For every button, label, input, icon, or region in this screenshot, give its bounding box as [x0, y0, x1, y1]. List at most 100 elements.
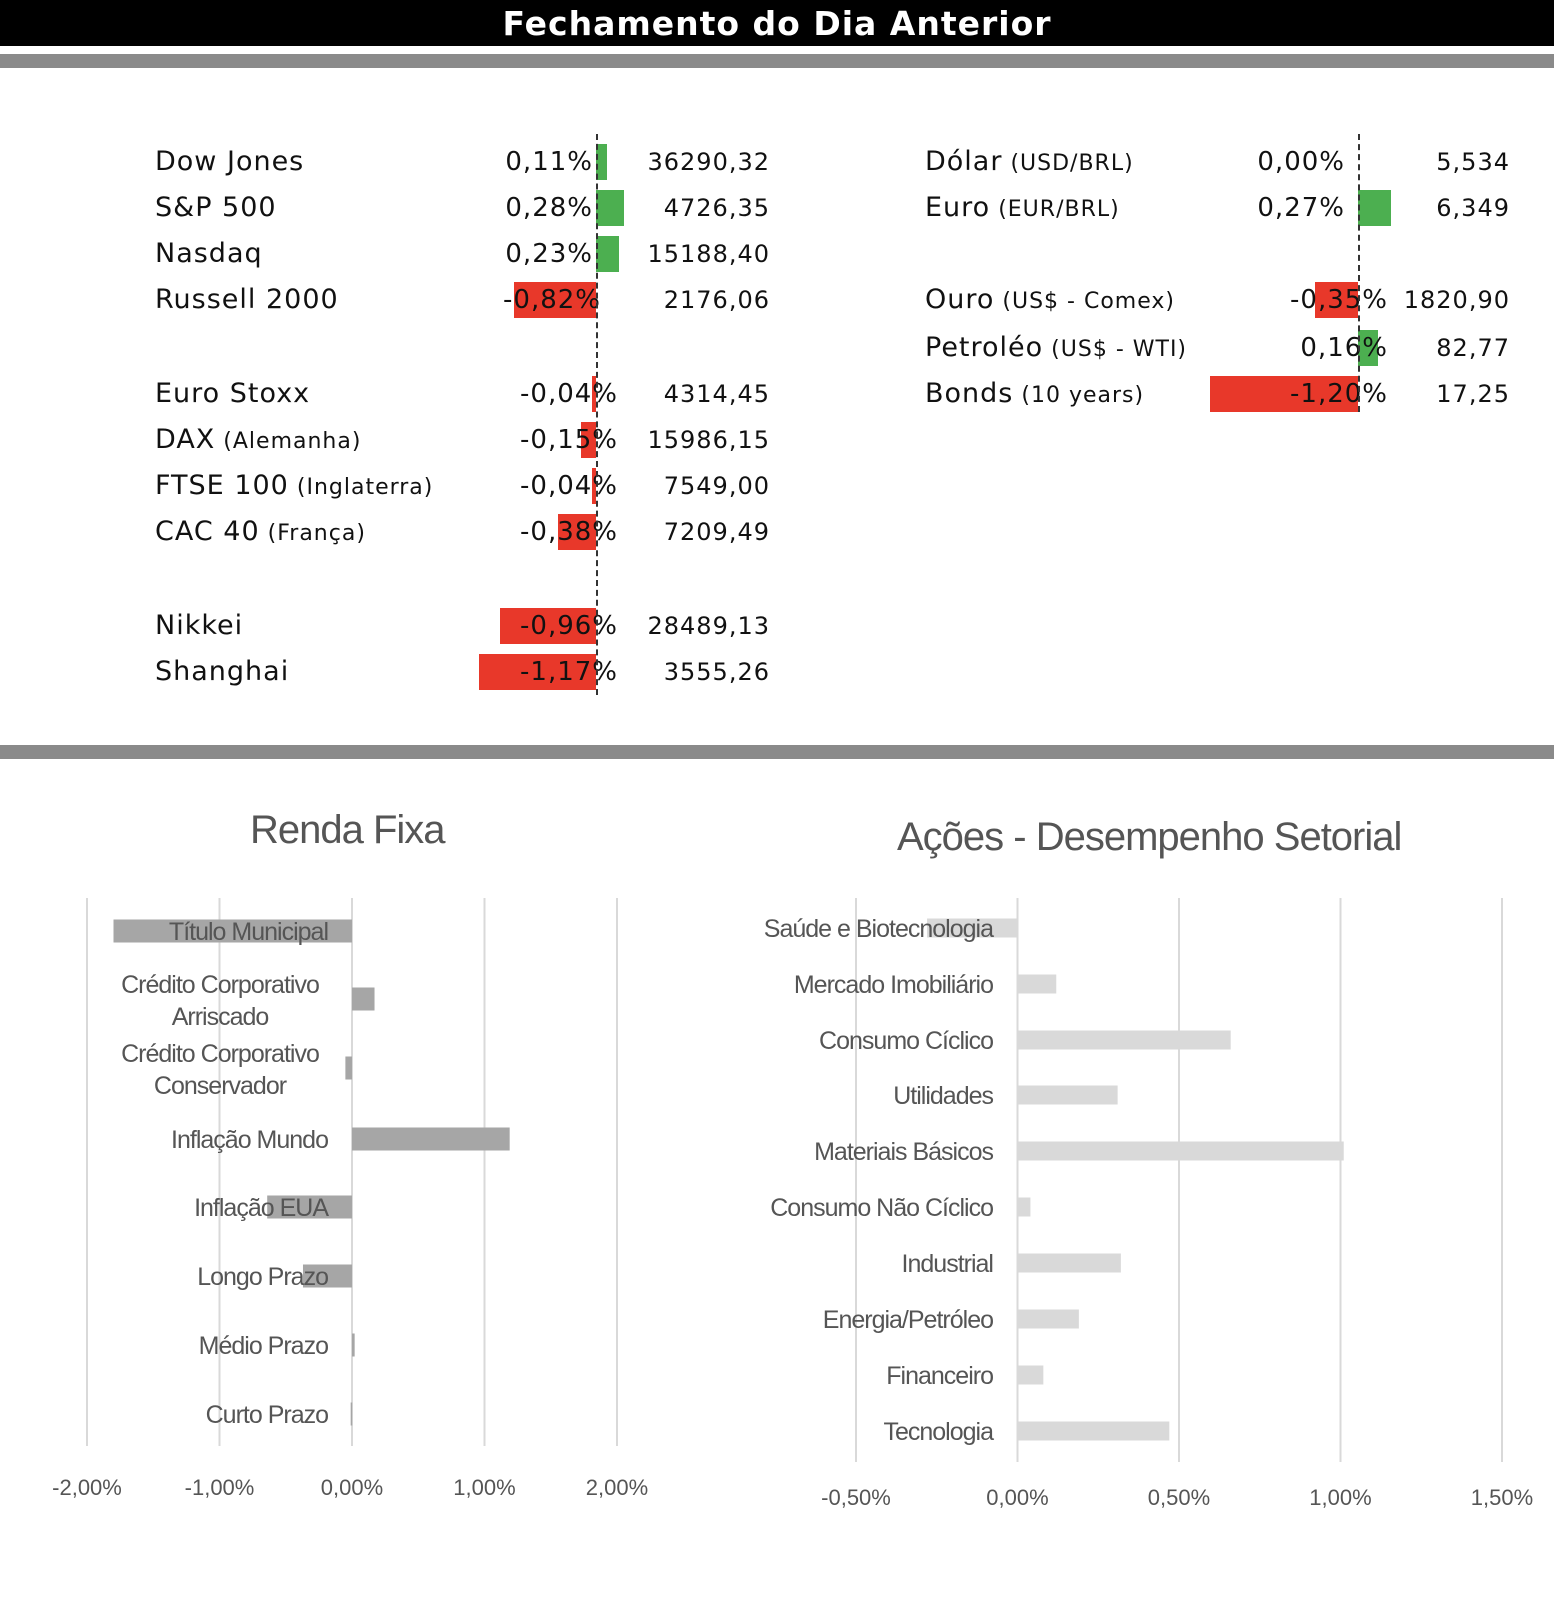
market-row: DAX (Alemanha) -0,15% 15986,15 — [155, 420, 769, 462]
market-subtitle: (Inglaterra) — [288, 475, 434, 500]
bar — [927, 918, 1018, 938]
change-bar-negative — [592, 468, 596, 504]
bar — [352, 1127, 510, 1151]
market-row: S&P 500 0,28% 4726,35 — [155, 188, 769, 228]
market-name-text: Russell 2000 — [155, 284, 339, 315]
bar — [1017, 974, 1057, 994]
bar — [350, 1402, 353, 1426]
market-row: Petroléo (US$ - WTI) 0,16% 82,77 — [925, 328, 1515, 368]
market-name: Petroléo (US$ - WTI) — [925, 328, 1200, 370]
market-name: FTSE 100 (Inglaterra) — [155, 466, 433, 508]
change-percent: 0,11% — [505, 147, 593, 177]
renda-fixa-title: Renda Fixa — [250, 808, 446, 852]
market-name: Bonds (10 years) — [925, 374, 1200, 416]
market-name: DAX (Alemanha) — [155, 420, 361, 462]
change-bar-negative — [479, 654, 596, 690]
market-value: 7549,00 — [663, 472, 770, 500]
bar — [267, 1195, 352, 1219]
change-bar-positive — [596, 144, 607, 180]
bar — [1017, 1421, 1170, 1441]
change-percent: -0,96% — [520, 611, 618, 641]
market-row: CAC 40 (França) -0,38% 7209,49 — [155, 512, 769, 554]
category-label: Tecnologia — [883, 1418, 994, 1446]
category-label: Industrial — [902, 1250, 993, 1278]
change-bar-positive — [596, 236, 619, 272]
bar — [1017, 1141, 1344, 1161]
bar — [1017, 1365, 1044, 1385]
category-label: Energia/Petróleo — [823, 1306, 993, 1334]
zero-line — [1358, 134, 1360, 412]
market-value: 1820,90 — [1403, 286, 1510, 314]
market-row: Bonds (10 years) -1,20% 17,25 — [925, 374, 1515, 414]
x-tick-label: 0,00% — [986, 1485, 1048, 1510]
market-value: 82,77 — [1436, 334, 1510, 362]
bar — [1017, 1085, 1118, 1105]
change-percent: 0,00% — [1257, 147, 1345, 177]
market-value: 4314,45 — [663, 380, 770, 408]
category-label: Mercado Imobiliário — [794, 971, 993, 999]
market-value: 3555,26 — [663, 658, 770, 686]
market-name: Russell 2000 — [155, 280, 339, 320]
market-name-text: Shanghai — [155, 656, 290, 687]
market-name: CAC 40 (França) — [155, 512, 366, 554]
change-bar-positive — [1358, 190, 1392, 226]
market-row: Nasdaq 0,23% 15188,40 — [155, 234, 769, 274]
market-subtitle: (Alemanha) — [215, 429, 362, 454]
market-value: 17,25 — [1436, 380, 1510, 408]
market-name: Nasdaq — [155, 234, 263, 274]
change-percent: -0,35% — [1290, 285, 1388, 315]
market-value: 15188,40 — [647, 240, 770, 268]
change-bar-positive — [1358, 330, 1378, 366]
change-percent: -1,20% — [1290, 379, 1388, 409]
market-row: Shanghai -1,17% 3555,26 — [155, 652, 769, 692]
market-name-text: Euro Stoxx — [155, 378, 311, 409]
x-tick-label: -1,00% — [185, 1475, 255, 1500]
category-label: Crédito Corporativo Conservador — [121, 1040, 319, 1100]
category-label: Financeiro — [886, 1362, 993, 1390]
market-value: 36290,32 — [647, 148, 770, 176]
market-value: 5,534 — [1436, 148, 1510, 176]
category-label: Utilidades — [893, 1082, 993, 1110]
x-tick-label: -2,00% — [52, 1475, 122, 1500]
category-label: Consumo Não Cíclico — [770, 1194, 993, 1222]
market-name-text: Nasdaq — [155, 238, 263, 269]
change-percent: -1,17% — [520, 657, 618, 687]
market-name-text: Ouro — [925, 284, 995, 315]
change-percent: -0,38% — [520, 517, 618, 547]
market-name-text: Dow Jones — [155, 146, 305, 177]
bar — [1017, 1197, 1031, 1217]
market-name: Euro Stoxx — [155, 374, 310, 414]
category-label: Materiais Básicos — [814, 1138, 993, 1166]
change-bar-negative — [581, 422, 596, 458]
market-value: 28489,13 — [647, 612, 770, 640]
market-value: 7209,49 — [663, 518, 770, 546]
market-name: Euro (EUR/BRL) — [925, 188, 1200, 230]
market-name: Dow Jones — [155, 142, 304, 182]
category-label: Título Municipal — [169, 918, 328, 946]
market-value: 4726,35 — [663, 194, 770, 222]
market-name-text: S&P 500 — [155, 192, 277, 223]
market-name-text: Dólar — [925, 146, 1003, 177]
market-name-text: DAX — [155, 424, 216, 455]
bar — [113, 919, 352, 943]
change-percent: -0,15% — [520, 425, 618, 455]
change-percent: -0,82% — [503, 285, 601, 315]
market-row: Nikkei -0,96% 28489,13 — [155, 606, 769, 646]
market-subtitle: (US$ - WTI) — [1043, 337, 1188, 362]
top-divider — [0, 54, 1554, 68]
x-tick-label: -0,50% — [821, 1485, 891, 1510]
category-label: Curto Prazo — [206, 1401, 328, 1429]
middle-divider — [0, 745, 1554, 759]
bar — [345, 1056, 352, 1080]
bar — [352, 1333, 355, 1357]
market-name: Dólar (USD/BRL) — [925, 142, 1200, 184]
market-subtitle: (EUR/BRL) — [990, 197, 1120, 222]
header-title: Fechamento do Dia Anterior — [0, 0, 1554, 46]
x-tick-label: 0,50% — [1148, 1485, 1210, 1510]
market-name: S&P 500 — [155, 188, 277, 228]
change-bar-negative — [1314, 282, 1358, 318]
market-name-text: Nikkei — [155, 610, 244, 641]
currency-commodity-panel: Dólar (USD/BRL) 0,00% 5,534 Euro (EUR/BRL) 0… — [0, 0, 1554, 720]
x-tick-label: 1,00% — [1309, 1485, 1371, 1510]
bar — [352, 987, 375, 1011]
